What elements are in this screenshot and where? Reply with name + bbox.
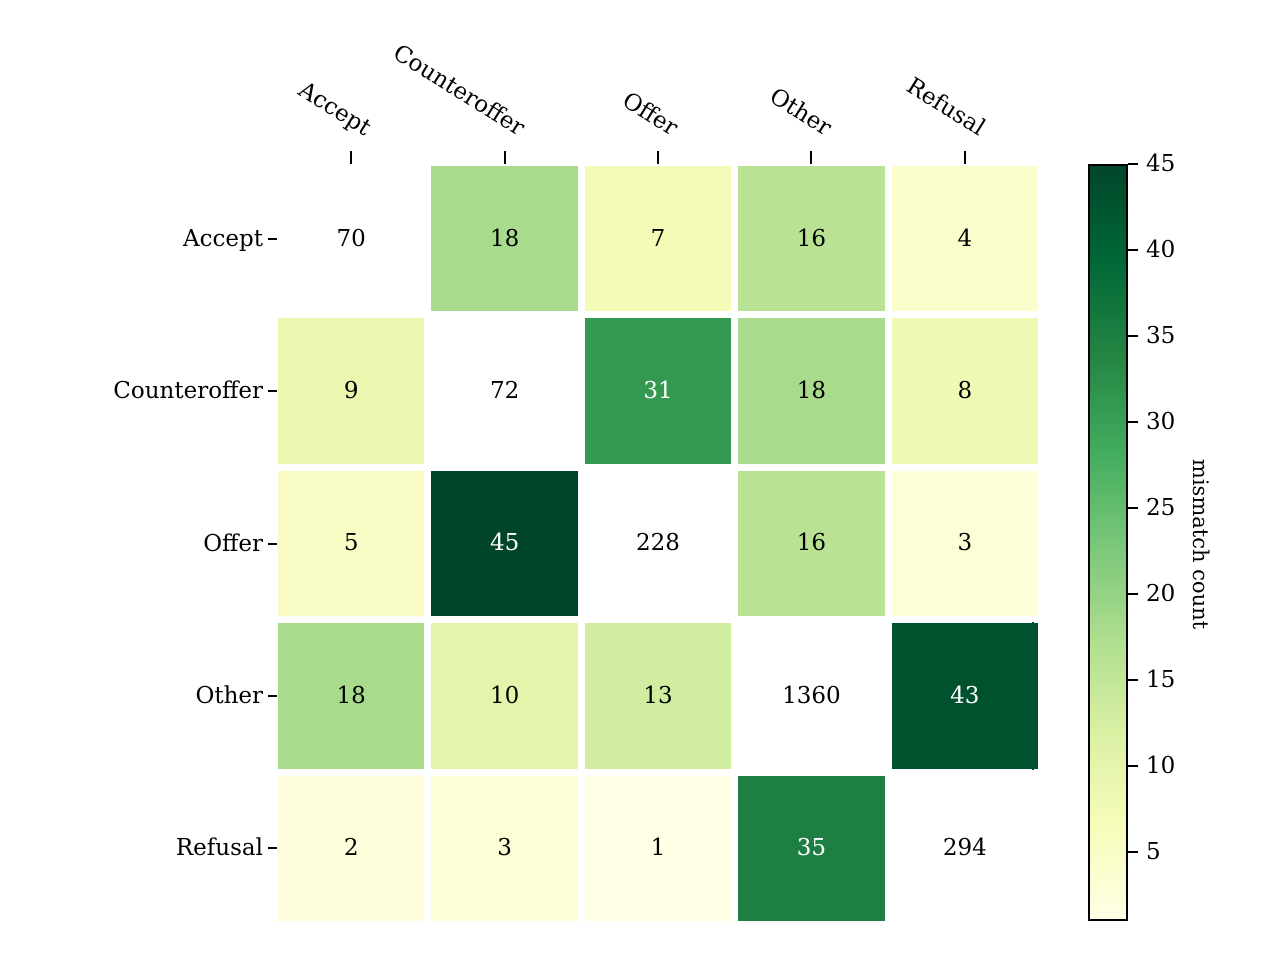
- heatmap-cell: 3: [431, 775, 578, 921]
- colorbar-tick-label: 40: [1146, 237, 1176, 264]
- heatmap-cell: 8: [891, 318, 1038, 464]
- colorbar-axis-label: mismatch count: [1188, 458, 1212, 630]
- x-tick-label: Accept: [293, 76, 376, 142]
- colorbar-tick-mark: [1128, 851, 1138, 854]
- x-tick-mark: [350, 151, 353, 164]
- y-tick-mark: [268, 390, 277, 393]
- colorbar-tick-mark: [1128, 593, 1138, 596]
- heatmap-cell: 18: [431, 166, 578, 312]
- heatmap-cell: 45: [431, 470, 578, 617]
- heatmap-cell: 9: [278, 318, 425, 464]
- colorbar-tick-label: 10: [1146, 753, 1176, 780]
- y-tick-label: Offer: [203, 530, 263, 557]
- heatmap-cell: 18: [738, 318, 885, 464]
- y-tick-label: Counteroffer: [113, 378, 263, 405]
- heatmap-cell: 2: [278, 775, 425, 921]
- colorbar-tick-mark: [1128, 335, 1138, 338]
- heatmap-right-edge-artifact: [1032, 622, 1034, 770]
- heatmap-cell: 72: [431, 318, 578, 464]
- x-tick-label: Refusal: [901, 72, 990, 142]
- y-tick-label: Other: [195, 682, 263, 709]
- heatmap-cell: 294: [891, 775, 1038, 921]
- heatmap-cell: 1360: [738, 623, 885, 769]
- heatmap-cell: 70: [278, 166, 425, 312]
- heatmap-cell: 3: [891, 470, 1038, 617]
- heatmap-cell: 13: [584, 623, 732, 769]
- heatmap-cell: 4: [891, 166, 1038, 312]
- y-tick-label: Refusal: [175, 835, 263, 862]
- colorbar-tick-label: 45: [1146, 151, 1176, 177]
- y-tick-label: Accept: [183, 225, 263, 252]
- colorbar-tick-mark: [1128, 421, 1138, 424]
- colorbar-tick-label: 35: [1146, 323, 1176, 350]
- heatmap-grid: 70 18 7 16 4 9 72 31 18 8 5 45 228 16 3 18 10 13 1360 43 2 3 1…: [278, 166, 1038, 921]
- x-tick-mark: [503, 151, 506, 164]
- colorbar-tick-label: 25: [1146, 495, 1176, 522]
- colorbar: [1088, 164, 1128, 921]
- heatmap-cell: 5: [278, 470, 425, 617]
- heatmap-cell: 10: [431, 623, 578, 769]
- colorbar-tick-mark: [1128, 249, 1138, 252]
- heatmap-cell: 1: [584, 775, 732, 921]
- x-tick-mark: [963, 151, 966, 164]
- heatmap-cell: 35: [738, 775, 885, 921]
- heatmap-cell: 43: [891, 623, 1038, 769]
- y-tick-mark: [268, 694, 277, 697]
- heatmap-cell: 31: [584, 318, 732, 464]
- x-tick-label: Counteroffer: [388, 39, 529, 142]
- colorbar-tick-label: 15: [1146, 667, 1176, 694]
- colorbar-tick-mark: [1128, 163, 1138, 165]
- x-tick-label: Other: [764, 83, 836, 142]
- x-tick-label: Offer: [617, 87, 683, 142]
- colorbar-tick-label: 20: [1146, 581, 1176, 608]
- heatmap-cell: 18: [278, 623, 425, 769]
- heatmap-cell: 16: [738, 470, 885, 617]
- heatmap-cell: 16: [738, 166, 885, 312]
- colorbar-tick-mark: [1128, 507, 1138, 510]
- x-tick-mark: [810, 151, 813, 164]
- colorbar-tick-label: 30: [1146, 409, 1176, 436]
- y-tick-mark: [268, 847, 277, 850]
- colorbar-tick-mark: [1128, 765, 1138, 768]
- x-tick-mark: [657, 151, 659, 164]
- y-tick-mark: [268, 237, 277, 240]
- y-tick-mark: [268, 542, 277, 545]
- heatmap-cell: 228: [584, 470, 732, 617]
- colorbar-tick-mark: [1128, 679, 1138, 682]
- heatmap-cell: 7: [584, 166, 732, 312]
- colorbar-tick-label: 5: [1146, 839, 1161, 866]
